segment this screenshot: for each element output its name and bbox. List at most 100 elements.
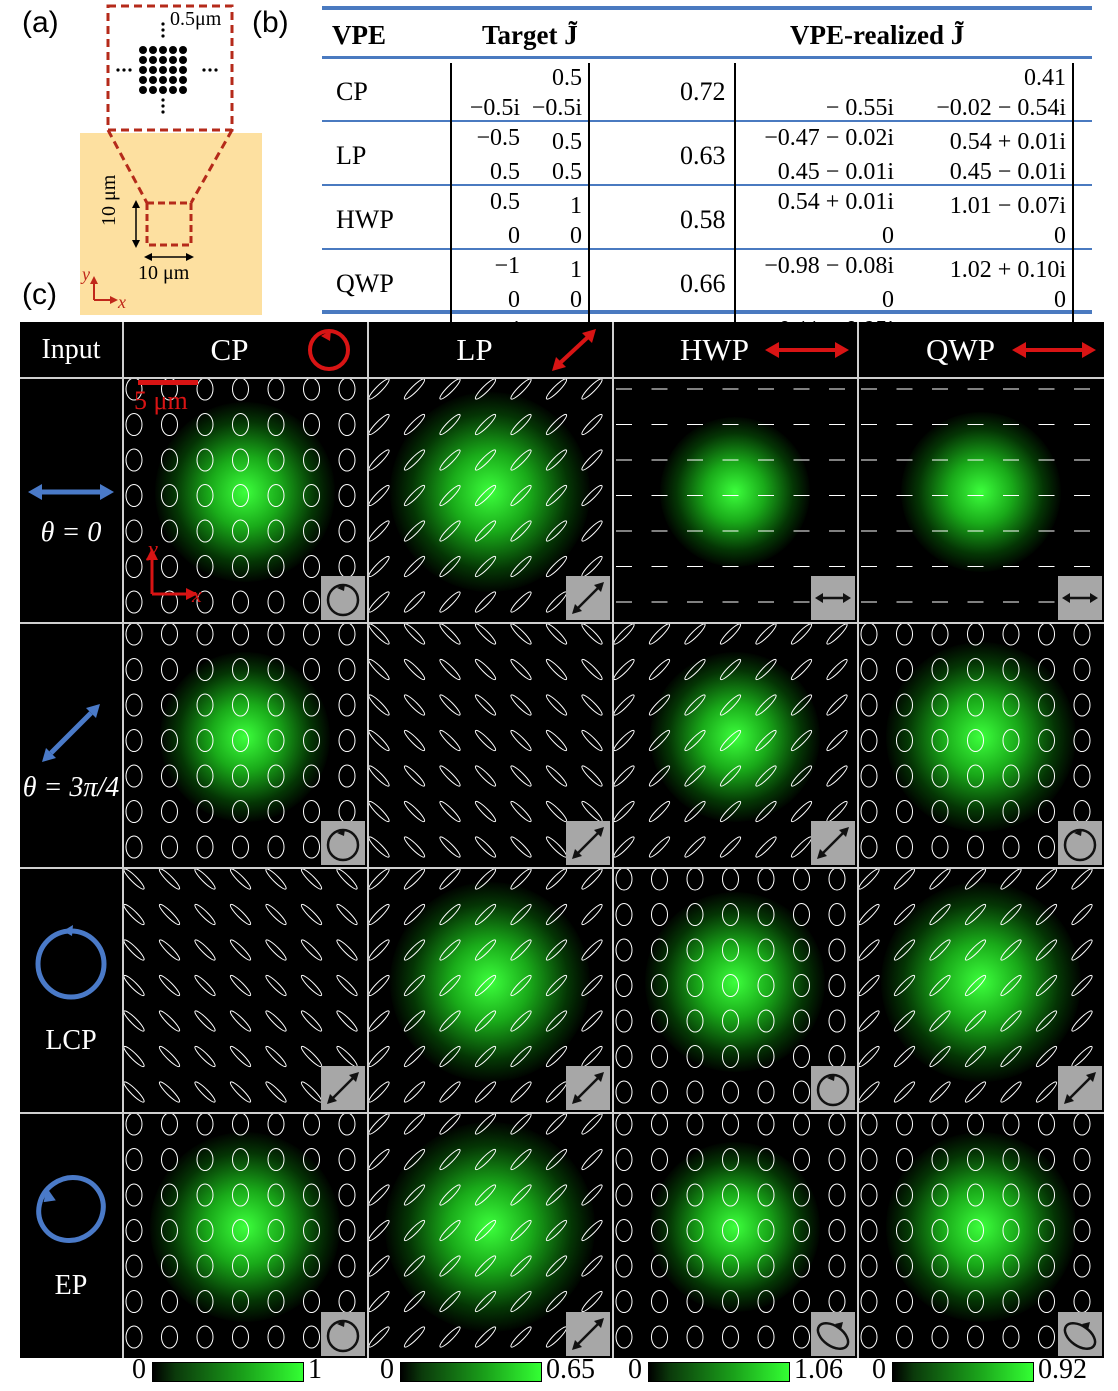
matrix-entry: − 0.55i (825, 95, 894, 121)
panel-label-c: (c) (22, 278, 57, 311)
scale-factor: 0.66 (680, 269, 726, 298)
field-cell-r3-c0 (122, 1112, 367, 1358)
nanopillar-dot (179, 76, 187, 84)
polarization-inset (1058, 1066, 1102, 1110)
scale-factor: 0.58 (680, 205, 726, 234)
column-label: HWP (680, 332, 749, 367)
matrix-entry: −0.5 (476, 125, 520, 151)
matrix-entry: 0.5 (552, 65, 582, 91)
header-target: Target J̃ (482, 20, 578, 50)
matrix-entry: 0 (508, 287, 520, 313)
colorbar-min: 0 (132, 1354, 146, 1385)
scale-factor: 0.63 (680, 141, 726, 170)
field-cell-r0-c1 (367, 377, 612, 622)
row-label-cp: CP (336, 77, 368, 106)
matrix-entry: −0.98 − 0.08i (764, 253, 894, 279)
axis-y-label: y (82, 264, 90, 284)
polarization-inset (321, 576, 365, 620)
matrix-entry: −1 (494, 253, 520, 279)
row-label: LCP (45, 1025, 97, 1056)
intensity-spot (149, 1132, 340, 1322)
row-header-1: θ = 3π/4 (20, 622, 122, 867)
polarization-inset (321, 1312, 365, 1356)
colorbar-max: 0.65 (546, 1354, 595, 1385)
panel-label-a: (a) (22, 6, 59, 39)
nanopillar-dot (159, 56, 167, 64)
nanopillar-dot (179, 66, 187, 74)
ellipsis-dot (161, 110, 165, 114)
polarization-inset (566, 821, 610, 865)
polarization-inset (1058, 821, 1102, 865)
polarization-inset (811, 576, 855, 620)
row-header-2: LCP (20, 867, 122, 1112)
nanopillar-dot (169, 86, 177, 94)
intensity-spot (384, 1122, 595, 1332)
grid-divider (612, 322, 614, 1358)
ellipsis-dot (116, 68, 120, 72)
circle-arrow-icon (305, 327, 353, 381)
header-realized: VPE-realized J̃ (790, 20, 965, 50)
field-cell-r0-c3 (857, 377, 1104, 622)
ellipsis-dot (122, 68, 126, 72)
nanopillar-dot (149, 56, 157, 64)
colorbar-max: 1 (308, 1354, 322, 1385)
metasurface-schematic (80, 4, 262, 315)
nanopillar-dot (149, 46, 157, 54)
spacing-label: 0.5μm (170, 8, 222, 30)
row-header-0: θ = 0 (20, 377, 122, 622)
column-header-cp: CP (122, 322, 367, 377)
grid-divider (20, 867, 1104, 869)
field-cell-r0-c0 (122, 377, 367, 622)
target-matrix: 0.5 −0.5i −0.5i −0.5 (450, 63, 590, 153)
matrix-entry: −0.47 − 0.02i (764, 125, 894, 151)
table-row-rule (322, 248, 1092, 250)
nanopillar-dot (159, 86, 167, 94)
realized-matrix: 0.41 − 0.55i −0.02 − 0.54i −0.47 − 0.02i (734, 63, 1074, 153)
nanopillar-dot (149, 86, 157, 94)
colorbar: 0 1 (132, 1354, 364, 1385)
row-label-lp: LP (336, 141, 367, 170)
polarization-field (615, 867, 846, 1104)
table-header-rule (322, 56, 1092, 59)
matrix-entry: 0 (1054, 223, 1066, 249)
polarization-field (858, 868, 1093, 1103)
colorbar-min: 0 (380, 1354, 394, 1385)
target-matrix: 0.5 0.5 0.5 0.5 (450, 127, 590, 217)
axis-x-label: x (192, 582, 202, 607)
nanopillar-dot (139, 76, 147, 84)
ellipsis-dot (202, 68, 206, 72)
colorbar-gradient (648, 1362, 790, 1382)
nanopillar-dot (179, 86, 187, 94)
colorbar-min: 0 (628, 1354, 642, 1385)
nanopillar-dot (169, 46, 177, 54)
polarization-field (368, 1113, 603, 1348)
diagonal-arrow-icon (550, 327, 598, 381)
polarization-field (615, 1112, 846, 1349)
field-cell-r2-c3 (857, 867, 1104, 1112)
column-header-qwp: QWP (857, 322, 1104, 377)
polarization-field (368, 623, 603, 858)
polarization-field (123, 868, 358, 1103)
column-header-hwp: HWP (612, 322, 857, 377)
diagonal-arrow-icon (40, 702, 102, 769)
polarization-field (861, 388, 1090, 603)
matrix-entry: 0.5 (490, 189, 520, 215)
nanopillar-dot (159, 46, 167, 54)
polarization-inset (321, 1066, 365, 1110)
ellipse-arrow-icon (33, 1166, 109, 1257)
nanopillar-dot (139, 46, 147, 54)
table-top-rule (322, 6, 1092, 10)
matrix-entry: −0.5i (531, 95, 582, 121)
substrate-region (80, 133, 262, 315)
nanopillar-dot (139, 56, 147, 64)
matrix-entry: 0 (508, 223, 520, 249)
grid-divider (122, 322, 124, 1358)
row-label: EP (54, 1270, 88, 1301)
polarization-field (368, 378, 603, 613)
horizontal-arrow-icon (28, 477, 114, 512)
nanopillar-dot (139, 86, 147, 94)
matrix-entry: 1 (570, 257, 582, 283)
panel-label-b: (b) (252, 6, 289, 39)
scale-bar-label: 5 μm (134, 386, 188, 415)
matrix-entry: 0.5 (552, 129, 582, 155)
